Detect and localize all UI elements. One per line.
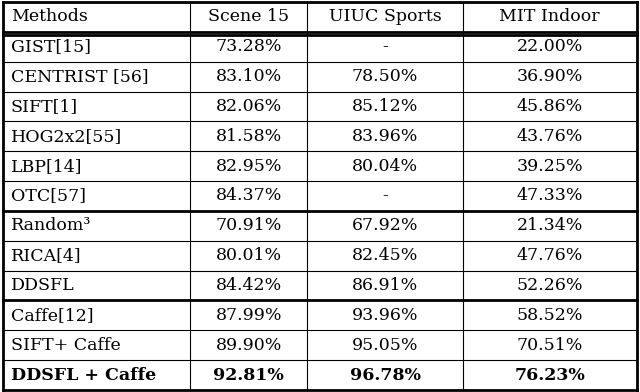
Text: 80.04%: 80.04% xyxy=(352,158,418,175)
Text: 96.78%: 96.78% xyxy=(349,367,420,384)
Text: 45.86%: 45.86% xyxy=(516,98,583,115)
Text: 89.90%: 89.90% xyxy=(216,337,282,354)
Text: 81.58%: 81.58% xyxy=(216,128,282,145)
Text: 43.76%: 43.76% xyxy=(516,128,583,145)
Text: SIFT+ Caffe: SIFT+ Caffe xyxy=(11,337,120,354)
Text: Scene 15: Scene 15 xyxy=(208,8,289,25)
Text: 76.23%: 76.23% xyxy=(515,367,585,384)
Text: 86.91%: 86.91% xyxy=(352,277,418,294)
Text: 82.95%: 82.95% xyxy=(216,158,282,175)
Text: 85.12%: 85.12% xyxy=(352,98,418,115)
Text: UIUC Sports: UIUC Sports xyxy=(328,8,442,25)
Text: 80.01%: 80.01% xyxy=(216,247,282,264)
Text: Random³: Random³ xyxy=(11,217,92,234)
Text: 83.10%: 83.10% xyxy=(216,68,282,85)
Text: 84.42%: 84.42% xyxy=(216,277,282,294)
Text: LBP[14]: LBP[14] xyxy=(11,158,83,175)
Text: DDSFL: DDSFL xyxy=(11,277,74,294)
Text: 70.91%: 70.91% xyxy=(216,217,282,234)
Text: 52.26%: 52.26% xyxy=(516,277,583,294)
Text: 84.37%: 84.37% xyxy=(216,187,282,205)
Text: 47.76%: 47.76% xyxy=(516,247,583,264)
Text: 83.96%: 83.96% xyxy=(352,128,418,145)
Text: CENTRIST [56]: CENTRIST [56] xyxy=(11,68,148,85)
Text: 67.92%: 67.92% xyxy=(352,217,418,234)
Text: HOG2x2[55]: HOG2x2[55] xyxy=(11,128,122,145)
Text: 95.05%: 95.05% xyxy=(352,337,418,354)
Text: 22.00%: 22.00% xyxy=(516,38,583,55)
Text: 82.06%: 82.06% xyxy=(216,98,282,115)
Text: 36.90%: 36.90% xyxy=(516,68,583,85)
Text: DDSFL + Caffe: DDSFL + Caffe xyxy=(11,367,156,384)
Text: 70.51%: 70.51% xyxy=(516,337,583,354)
Text: MIT Indoor: MIT Indoor xyxy=(499,8,600,25)
Text: 47.33%: 47.33% xyxy=(516,187,583,205)
Text: 39.25%: 39.25% xyxy=(516,158,583,175)
Text: 92.81%: 92.81% xyxy=(213,367,284,384)
Text: 82.45%: 82.45% xyxy=(352,247,418,264)
Text: OTC[57]: OTC[57] xyxy=(11,187,86,205)
Text: 87.99%: 87.99% xyxy=(216,307,282,324)
Text: -: - xyxy=(382,38,388,55)
Text: -: - xyxy=(382,187,388,205)
Text: GIST[15]: GIST[15] xyxy=(11,38,91,55)
Text: 73.28%: 73.28% xyxy=(216,38,282,55)
Text: 78.50%: 78.50% xyxy=(352,68,418,85)
Text: 58.52%: 58.52% xyxy=(516,307,583,324)
Text: 93.96%: 93.96% xyxy=(352,307,418,324)
Text: 21.34%: 21.34% xyxy=(516,217,583,234)
Text: RICA[4]: RICA[4] xyxy=(11,247,81,264)
Text: SIFT[1]: SIFT[1] xyxy=(11,98,78,115)
Text: Methods: Methods xyxy=(11,8,88,25)
Text: Caffe[12]: Caffe[12] xyxy=(11,307,93,324)
